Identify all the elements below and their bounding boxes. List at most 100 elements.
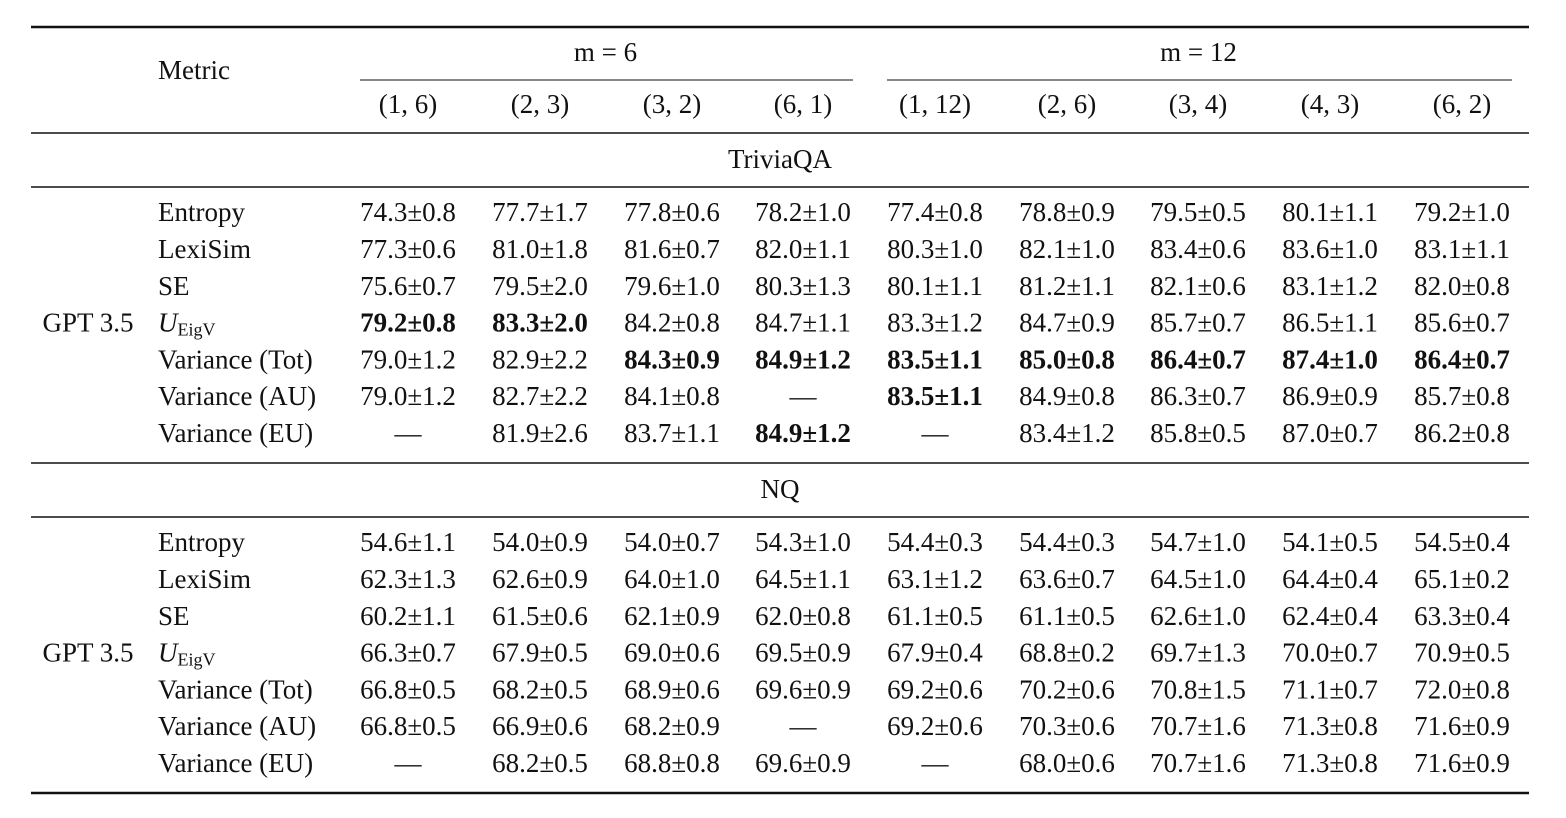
cell: 69.7±1.3 [1150, 638, 1246, 668]
cell: 86.3±0.7 [1150, 381, 1246, 411]
cell: 84.3±0.9 [624, 344, 720, 374]
cell: 84.2±0.8 [624, 308, 720, 338]
cell: 84.7±1.1 [755, 308, 851, 338]
cell: 69.2±0.6 [887, 674, 983, 704]
cell: 84.1±0.8 [624, 381, 720, 411]
cell: 81.9±2.6 [492, 418, 588, 448]
cell: 62.0±0.8 [755, 601, 851, 631]
cell: 54.0±0.9 [492, 527, 588, 557]
metric-label: Entropy [158, 527, 245, 557]
cell: 79.2±1.0 [1414, 197, 1510, 227]
cell: 70.0±0.7 [1282, 638, 1378, 668]
cell: 85.7±0.8 [1414, 381, 1510, 411]
cell: 54.3±1.0 [755, 527, 851, 557]
cell: 86.9±0.9 [1282, 381, 1378, 411]
cell: 54.5±0.4 [1414, 527, 1510, 557]
metric-symbol: U [158, 638, 179, 668]
cell: 54.1±0.5 [1282, 527, 1378, 557]
column-header: (6, 2) [1433, 89, 1491, 119]
cell: 70.2±0.6 [1019, 674, 1115, 704]
metric-subscript: EigV [178, 320, 216, 340]
cell: 69.2±0.6 [887, 711, 983, 741]
cell: 83.1±1.2 [1282, 271, 1378, 301]
cell: 68.2±0.9 [624, 711, 720, 741]
metric-label: Variance (AU) [158, 711, 316, 741]
cell: 86.5±1.1 [1282, 308, 1378, 338]
cell: 85.6±0.7 [1414, 308, 1510, 338]
cell: 83.5±1.1 [887, 344, 983, 374]
cell: 83.6±1.0 [1282, 234, 1378, 264]
cell: 79.6±1.0 [624, 271, 720, 301]
cell: 85.0±0.8 [1019, 344, 1115, 374]
group-header: m = 6 [574, 37, 637, 67]
cell: 66.8±0.5 [360, 674, 456, 704]
cell: 70.7±1.6 [1150, 711, 1246, 741]
cell: 67.9±0.5 [492, 638, 588, 668]
cell: 60.2±1.1 [360, 601, 456, 631]
cell: 71.3±0.8 [1282, 748, 1378, 778]
group-header: m = 12 [1160, 37, 1237, 67]
cell: — [789, 711, 818, 741]
cell: 69.0±0.6 [624, 638, 720, 668]
cell: 69.5±0.9 [755, 638, 851, 668]
cell: 83.5±1.1 [887, 381, 983, 411]
cell: 68.8±0.8 [624, 748, 720, 778]
cell: 62.1±0.9 [624, 601, 720, 631]
cell: 70.8±1.5 [1150, 674, 1246, 704]
cell: 80.3±1.3 [755, 271, 851, 301]
cell: — [789, 381, 818, 411]
cell: 69.6±0.9 [755, 748, 851, 778]
cell: 72.0±0.8 [1414, 674, 1510, 704]
cell: 64.5±1.0 [1150, 564, 1246, 594]
cell: 74.3±0.8 [360, 197, 456, 227]
cell: 86.4±0.7 [1414, 344, 1510, 374]
cell: 81.2±1.1 [1019, 271, 1115, 301]
cell: 84.9±1.2 [755, 344, 851, 374]
cell: 62.3±1.3 [360, 564, 456, 594]
cell: 75.6±0.7 [360, 271, 456, 301]
model-label: GPT 3.5 [42, 638, 133, 668]
cell: 77.3±0.6 [360, 234, 456, 264]
metric-header: Metric [158, 55, 230, 85]
column-header: (1, 6) [379, 89, 437, 119]
cell: 82.0±1.1 [755, 234, 851, 264]
cell: 77.4±0.8 [887, 197, 983, 227]
metric-label: Variance (EU) [158, 418, 313, 448]
cell: 79.0±1.2 [360, 381, 456, 411]
cell: 79.2±0.8 [360, 308, 456, 338]
metric-label: Entropy [158, 197, 245, 227]
cell: 83.3±2.0 [492, 308, 588, 338]
cell: 85.7±0.7 [1150, 308, 1246, 338]
cell: — [921, 418, 950, 448]
cell: 71.6±0.9 [1414, 748, 1510, 778]
cell: 54.0±0.7 [624, 527, 720, 557]
cell: 64.0±1.0 [624, 564, 720, 594]
cell: 69.6±0.9 [755, 674, 851, 704]
column-header: (6, 1) [774, 89, 832, 119]
cell: 84.9±1.2 [755, 418, 851, 448]
metric-label: Variance (EU) [158, 748, 313, 778]
metric-label: Variance (Tot) [158, 674, 313, 704]
metric-label: SE [158, 271, 190, 301]
column-header: (2, 3) [511, 89, 569, 119]
cell: 61.1±0.5 [1019, 601, 1115, 631]
cell: 63.1±1.2 [887, 564, 983, 594]
cell: 62.6±0.9 [492, 564, 588, 594]
cell: 61.1±0.5 [887, 601, 983, 631]
cell: — [394, 748, 423, 778]
cell: 80.1±1.1 [887, 271, 983, 301]
cell: 82.1±1.0 [1019, 234, 1115, 264]
cell: 81.6±0.7 [624, 234, 720, 264]
metric-label: Variance (AU) [158, 381, 316, 411]
metric-label: Variance (Tot) [158, 344, 313, 374]
column-header: (3, 4) [1169, 89, 1227, 119]
cell: 83.1±1.1 [1414, 234, 1510, 264]
metric-label: LexiSim [158, 234, 251, 264]
cell: 54.6±1.1 [360, 527, 456, 557]
cell: 66.8±0.5 [360, 711, 456, 741]
section-title: TriviaQA [728, 144, 833, 174]
metric-label: UEigV [158, 308, 216, 340]
cell: 78.2±1.0 [755, 197, 851, 227]
cell: 86.2±0.8 [1414, 418, 1510, 448]
